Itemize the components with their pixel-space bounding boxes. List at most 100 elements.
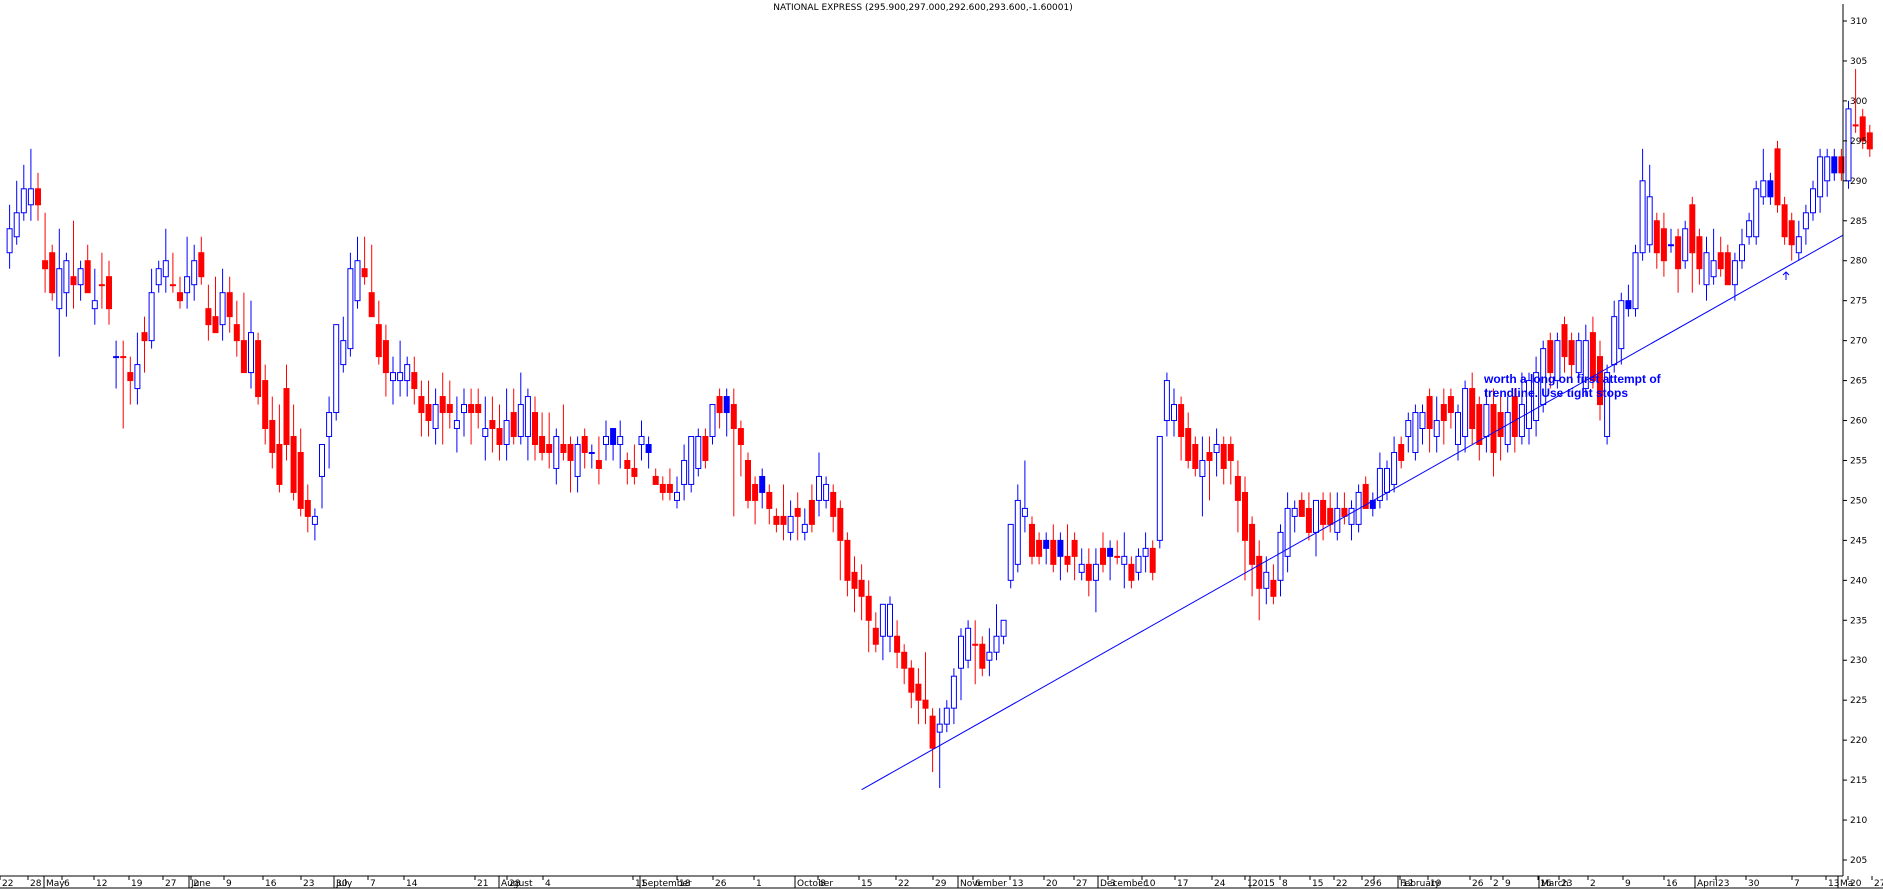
candle — [1625, 284, 1632, 317]
candle — [823, 476, 830, 509]
candle-body — [269, 420, 276, 453]
candle-body — [1327, 507, 1334, 525]
candle-body — [1043, 539, 1050, 549]
candle-body — [255, 340, 262, 398]
annotation-line-2: trendline. Use tight stops — [1484, 386, 1628, 400]
candle-body — [77, 268, 84, 286]
candle-body — [49, 252, 56, 294]
candle — [908, 660, 915, 709]
candle-body — [1007, 523, 1014, 581]
candle — [1320, 492, 1327, 541]
candle-body — [1554, 340, 1561, 382]
candle — [1746, 212, 1753, 245]
candle-body — [1291, 507, 1298, 517]
candle-body — [162, 260, 169, 278]
candle-body — [908, 667, 915, 693]
candle — [1029, 516, 1035, 565]
candle-body — [56, 268, 63, 310]
candle-body — [1213, 443, 1220, 453]
candle — [674, 476, 680, 509]
candle-body — [1405, 420, 1412, 438]
candle-body — [1831, 156, 1838, 174]
candle — [1668, 228, 1674, 253]
candle — [361, 236, 368, 285]
candle — [1611, 300, 1618, 373]
x-day-label: 26 — [1472, 879, 1484, 889]
y-tick-label: 310 — [1850, 17, 1867, 27]
candle — [1717, 236, 1724, 277]
candle — [1724, 244, 1731, 286]
candle — [1547, 332, 1554, 389]
candle — [837, 500, 844, 581]
candle-body — [773, 515, 780, 525]
candle — [418, 380, 425, 437]
candle-body — [730, 404, 737, 430]
candle — [1618, 292, 1625, 365]
y-tick-label: 285 — [1850, 217, 1867, 227]
candle-body — [212, 316, 219, 334]
x-day-label: 16 — [265, 879, 277, 889]
candle — [382, 324, 389, 397]
candle — [737, 420, 744, 477]
candle — [1242, 476, 1248, 581]
candle-body — [333, 324, 340, 414]
candle-body — [1568, 340, 1575, 366]
candle — [1703, 236, 1710, 301]
candle — [120, 340, 127, 429]
candle-body — [1142, 547, 1149, 557]
y-tick-label: 205 — [1850, 856, 1867, 866]
candle-body — [1249, 523, 1256, 565]
candle-body — [1476, 404, 1483, 445]
candle-body — [723, 396, 730, 414]
candle — [624, 452, 631, 485]
candle-body — [823, 483, 830, 501]
candle-body — [1277, 531, 1284, 581]
candle — [1085, 548, 1092, 597]
candle-body — [1618, 300, 1625, 350]
candle — [1831, 148, 1838, 181]
x-month-label: June — [190, 879, 211, 889]
candle-body — [737, 428, 744, 445]
candle — [198, 236, 205, 285]
candle-body — [70, 276, 77, 286]
candle — [13, 180, 20, 245]
candle-body — [496, 428, 503, 445]
candle-body — [13, 212, 20, 238]
candle — [1469, 372, 1476, 445]
x-day-label: 11 — [635, 879, 646, 889]
candle-body — [134, 364, 141, 390]
candle — [1440, 388, 1447, 445]
candle-body — [1810, 188, 1816, 214]
candle-body — [1242, 491, 1248, 541]
candle-body — [1320, 499, 1327, 525]
candle-body — [319, 443, 325, 477]
candle-body — [745, 459, 751, 501]
x-day-label: 6 — [975, 879, 981, 889]
candle-body — [1014, 499, 1021, 565]
candle-body — [42, 260, 49, 270]
candle — [1462, 380, 1469, 453]
candle — [1604, 364, 1611, 445]
candle — [70, 220, 77, 309]
candle — [1802, 204, 1809, 245]
candle-body — [638, 436, 645, 445]
candle-body — [1824, 156, 1831, 182]
candle — [1021, 460, 1028, 533]
candle-body — [1717, 252, 1724, 270]
candle — [645, 436, 652, 469]
candle — [1646, 164, 1653, 253]
candle-body — [1078, 563, 1085, 573]
candle-body — [1313, 499, 1319, 533]
x-month-label: August — [501, 879, 533, 889]
y-tick-label: 250 — [1850, 496, 1867, 506]
candle — [304, 484, 311, 533]
candle-body — [1625, 300, 1632, 310]
candle-body — [1859, 116, 1866, 142]
x-day-label: 29 — [935, 879, 947, 889]
candle-body — [1526, 380, 1532, 430]
candle — [1795, 220, 1802, 261]
candle — [958, 628, 964, 701]
candle — [1220, 436, 1227, 485]
candle-body — [1021, 507, 1028, 517]
candle — [1788, 212, 1795, 261]
